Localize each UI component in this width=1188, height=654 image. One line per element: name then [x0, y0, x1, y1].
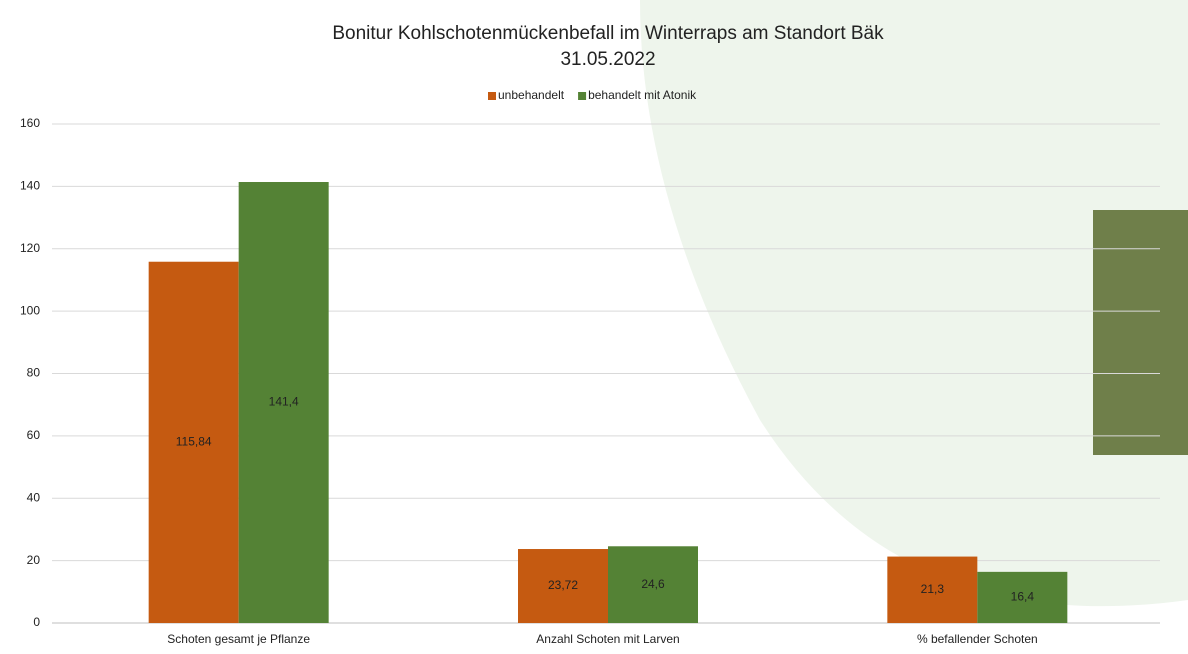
x-tick-label: Anzahl Schoten mit Larven [536, 632, 679, 646]
x-tick-label: % befallender Schoten [917, 632, 1038, 646]
y-tick-label: 120 [20, 241, 40, 255]
legend-swatch [488, 92, 496, 100]
x-tick-label: Schoten gesamt je Pflanze [167, 632, 310, 646]
y-tick-label: 60 [27, 428, 41, 442]
value-label: 24,6 [641, 577, 665, 591]
value-label: 115,84 [176, 435, 212, 449]
y-tick-label: 100 [20, 303, 40, 317]
chart: Bonitur Kohlschotenmückenbefall im Winte… [0, 0, 1188, 654]
y-tick-label: 140 [20, 179, 40, 193]
legend-label: unbehandelt [498, 88, 565, 102]
legend-label: behandelt mit Atonik [588, 88, 697, 102]
value-label: 21,3 [921, 582, 945, 596]
value-label: 16,4 [1011, 590, 1035, 604]
y-tick-label: 20 [27, 553, 41, 567]
legend-swatch [578, 92, 586, 100]
value-label: 141,4 [269, 395, 299, 409]
chart-subtitle: 31.05.2022 [560, 49, 655, 70]
value-label: 23,72 [548, 578, 578, 592]
chart-title: Bonitur Kohlschotenmückenbefall im Winte… [332, 23, 884, 44]
y-tick-label: 80 [27, 366, 41, 380]
y-tick-label: 0 [33, 615, 40, 629]
y-tick-label: 40 [27, 490, 41, 504]
photo [1093, 210, 1188, 455]
y-tick-label: 160 [20, 116, 40, 130]
